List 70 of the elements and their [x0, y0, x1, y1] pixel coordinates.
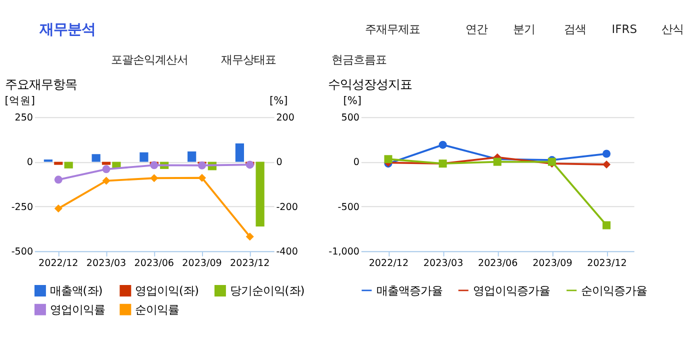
bar: [92, 154, 100, 162]
point: [602, 160, 611, 168]
y-tick-label: -250: [11, 202, 34, 213]
text: 주재무제표: [364, 22, 420, 36]
text: 현금흐름표: [331, 52, 386, 67]
y-tick-label: 500: [341, 112, 360, 124]
chart-title: 주요재무항목: [5, 76, 78, 92]
point: [198, 174, 206, 182]
legend-label: 순이익증가율: [581, 283, 648, 298]
point: [150, 174, 158, 182]
bar: [44, 159, 53, 162]
x-tick-label: 2022/12: [38, 258, 78, 270]
text: 산식: [662, 22, 684, 36]
bar: [256, 162, 264, 227]
legend-label: 매출액(좌): [50, 284, 103, 298]
y2-tick-label: 200: [276, 112, 294, 124]
text: 포괄손익계산서: [111, 52, 188, 67]
point: [438, 140, 447, 149]
legend-label: 영업이익률: [50, 302, 105, 316]
x-tick-label: 2023/09: [182, 258, 222, 270]
point: [198, 161, 206, 170]
point: [602, 150, 611, 158]
x-tick-label: 2023/03: [423, 258, 464, 270]
legend-label: 당기순이익(좌): [230, 284, 305, 298]
y-axis-title: [%]: [343, 95, 362, 108]
x-tick-label: 2023/06: [478, 258, 518, 270]
point: [246, 232, 254, 241]
x-tick-label: 2023/12: [230, 258, 270, 270]
text: 검색: [564, 22, 586, 36]
bar: [140, 152, 148, 162]
text: IFRS: [612, 22, 638, 36]
y-tick-label: -500: [11, 246, 34, 258]
point: [102, 165, 110, 174]
bar: [64, 162, 73, 168]
x-tick-label: 2023/03: [86, 258, 126, 270]
bar: [102, 162, 111, 165]
legend-label: 영업이익(좌): [134, 284, 199, 298]
text: 재무분석: [38, 22, 96, 38]
x-tick-label: 2023/12: [587, 258, 627, 270]
text: 재무상태표: [221, 52, 276, 67]
point: [602, 221, 611, 230]
y-tick-label: 0: [26, 157, 34, 168]
text: 연간: [465, 22, 488, 36]
point: [150, 161, 158, 170]
y-tick-label: -500: [338, 202, 360, 213]
legend-label: 순이익률: [134, 302, 179, 316]
point: [246, 160, 254, 169]
x-tick-label: 2022/12: [368, 258, 409, 270]
point: [54, 204, 62, 213]
point: [102, 176, 110, 185]
y2-tick-label: -400: [276, 246, 298, 258]
legend-label: 매출액증가율: [376, 283, 442, 298]
point: [493, 158, 502, 166]
text: 분기: [513, 22, 536, 36]
y2-axis-title: [%]: [270, 95, 288, 108]
y2-tick-label: 0: [276, 157, 282, 168]
y-tick-label: 0: [353, 157, 360, 168]
bar: [188, 151, 196, 162]
bar: [54, 162, 63, 165]
bar: [235, 143, 244, 162]
point: [54, 176, 62, 184]
y-tick-label: -1,000: [328, 246, 360, 258]
legend-label: 영업이익증가율: [472, 283, 550, 298]
y2-tick-label: -200: [276, 202, 298, 213]
y-axis-title: [억원]: [4, 95, 35, 108]
y-tick-label: 250: [14, 112, 34, 124]
x-tick-label: 2023/06: [134, 258, 174, 270]
chart-title: 수익성장성지표: [328, 76, 412, 92]
point: [384, 155, 392, 164]
x-tick-label: 2023/09: [532, 258, 572, 270]
